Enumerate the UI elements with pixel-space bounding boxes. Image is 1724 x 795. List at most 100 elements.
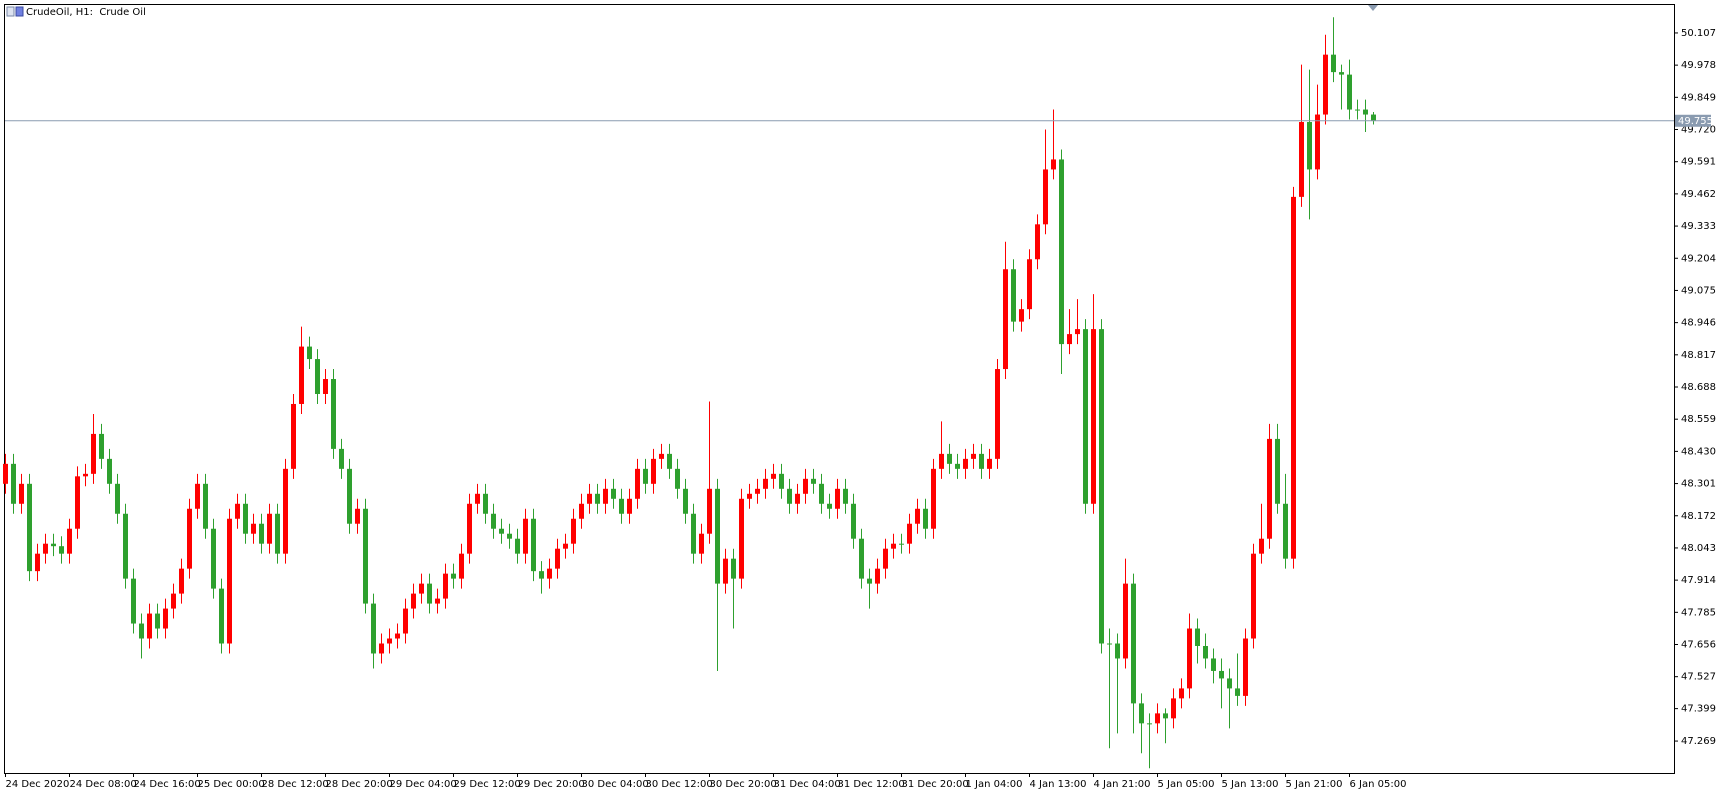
candle-body xyxy=(107,458,112,484)
x-tick-label: 25 Dec 00:00 xyxy=(198,779,265,790)
candle-body xyxy=(227,518,232,644)
candle-body xyxy=(435,598,440,604)
candle-body xyxy=(699,533,704,554)
candle-body xyxy=(491,513,496,529)
candle-body xyxy=(723,558,728,584)
y-tick-label: 47.269 xyxy=(1681,736,1716,747)
y-tick-label: 47.914 xyxy=(1681,575,1716,586)
candle-body xyxy=(867,578,872,584)
candle-body xyxy=(115,483,120,514)
candle-body xyxy=(203,483,208,529)
candle-body xyxy=(75,476,80,529)
y-tick-label: 49.591 xyxy=(1681,157,1716,168)
y-tick-label: 48.559 xyxy=(1681,414,1716,425)
candle-body xyxy=(1347,74,1352,110)
x-tick-label: 4 Jan 21:00 xyxy=(1094,779,1151,790)
candle-body xyxy=(595,493,600,504)
candle-body xyxy=(43,543,48,554)
candle-body xyxy=(163,608,168,629)
candle-body xyxy=(419,583,424,594)
candle-body xyxy=(795,493,800,504)
y-tick-label: 48.817 xyxy=(1681,350,1716,361)
y-tick-label: 50.107 xyxy=(1681,28,1716,39)
candle-body xyxy=(1243,638,1248,696)
candle-body xyxy=(379,643,384,654)
candle-body xyxy=(291,403,296,469)
y-tick-label: 49.462 xyxy=(1681,189,1716,200)
candle-body xyxy=(27,483,32,572)
candle-body xyxy=(739,498,744,579)
x-tick-label: 31 Dec 20:00 xyxy=(902,779,969,790)
candle-body xyxy=(211,528,216,589)
candle-body xyxy=(1219,670,1224,679)
candle-body xyxy=(1371,114,1376,121)
candle-body xyxy=(1163,713,1168,719)
candle-body xyxy=(1195,628,1200,646)
candle-body xyxy=(731,558,736,579)
candle-body xyxy=(1075,329,1080,335)
candle-body xyxy=(11,463,16,504)
candle-body xyxy=(971,453,976,459)
candle-body xyxy=(1155,713,1160,724)
candle-body xyxy=(803,478,808,494)
candle-body xyxy=(323,379,328,394)
candle-body xyxy=(523,518,528,554)
candle-body xyxy=(819,483,824,504)
candle-body xyxy=(443,573,448,599)
candle-body xyxy=(835,488,840,509)
candle-body xyxy=(267,513,272,544)
x-tick-label: 30 Dec 12:00 xyxy=(646,779,713,790)
candle-body xyxy=(659,453,664,459)
candle-body xyxy=(979,453,984,469)
candle-body xyxy=(587,493,592,504)
x-tick-label: 6 Jan 05:00 xyxy=(1350,779,1407,790)
y-tick-label: 49.204 xyxy=(1681,253,1716,264)
candle-body xyxy=(363,508,368,604)
y-tick-label: 48.688 xyxy=(1681,382,1716,393)
candle-body xyxy=(683,488,688,514)
candle-body xyxy=(555,548,560,569)
candle-body xyxy=(1323,54,1328,115)
y-tick-label: 48.301 xyxy=(1681,479,1716,490)
candle-body xyxy=(1275,438,1280,504)
candle-body xyxy=(507,533,512,539)
candle-body xyxy=(1059,159,1064,345)
candle-body xyxy=(667,453,672,469)
candle-body xyxy=(171,593,176,609)
x-tick-label: 31 Dec 04:00 xyxy=(774,779,841,790)
candle-body xyxy=(1315,114,1320,170)
candle-body xyxy=(787,488,792,504)
candle-body xyxy=(275,513,280,554)
candle-body xyxy=(451,573,456,579)
candle-body xyxy=(19,483,24,504)
candle-body xyxy=(931,468,936,529)
candle-body xyxy=(1099,329,1104,644)
candle-body xyxy=(939,453,944,469)
candle-body xyxy=(315,359,320,394)
y-tick-label: 47.527 xyxy=(1681,672,1716,683)
candle-body xyxy=(531,518,536,572)
candle-body xyxy=(411,593,416,609)
candle-body xyxy=(1011,269,1016,322)
candle-body xyxy=(91,433,96,474)
candle-body xyxy=(619,498,624,514)
candle-body xyxy=(923,508,928,529)
candle-body xyxy=(1299,122,1304,197)
candle-body xyxy=(1171,698,1176,719)
candle-body xyxy=(1187,628,1192,689)
candle-body xyxy=(1291,196,1296,559)
y-tick-label: 47.399 xyxy=(1681,704,1716,715)
candle-body xyxy=(539,571,544,579)
candle-body xyxy=(859,538,864,579)
x-tick-label: 5 Jan 21:00 xyxy=(1286,779,1343,790)
candle-body xyxy=(1043,169,1048,225)
candle-body xyxy=(1179,688,1184,699)
candle-body xyxy=(1131,583,1136,704)
y-tick-label: 47.656 xyxy=(1681,640,1716,651)
candle-body xyxy=(299,346,304,404)
price-label: 49.755 xyxy=(1678,116,1713,127)
candle-body xyxy=(1307,122,1312,170)
candle-body xyxy=(259,523,264,544)
